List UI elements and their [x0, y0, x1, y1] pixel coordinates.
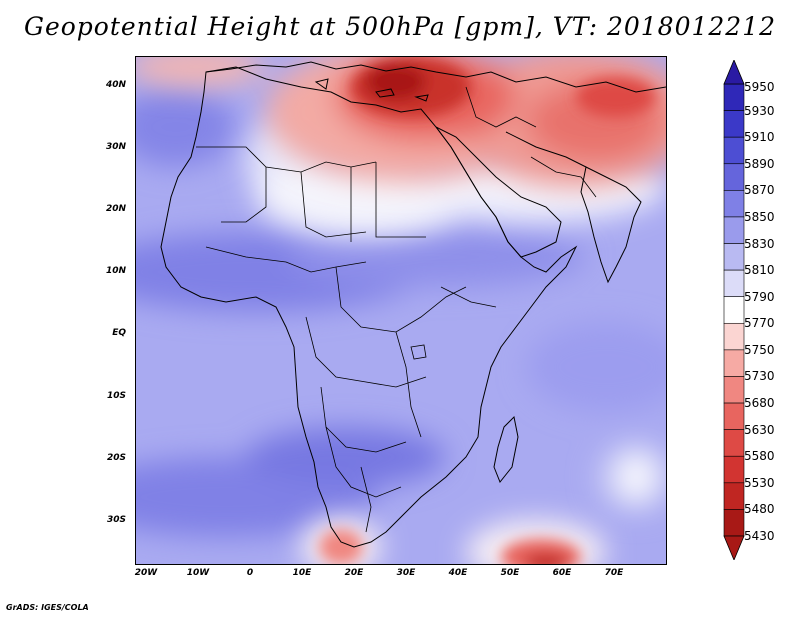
- border-central-2: [305, 316, 427, 388]
- coast-north: [205, 61, 666, 93]
- coastlines: [160, 61, 666, 548]
- map-plot: [135, 56, 667, 565]
- colorbar-cell: [723, 322, 745, 351]
- border-south-2: [325, 426, 402, 498]
- border-horn: [440, 286, 497, 308]
- colorbar-cell: [723, 429, 745, 457]
- colorbar-label: 5950: [744, 80, 775, 94]
- colorbar-cell: [723, 110, 745, 138]
- colorbar: [723, 60, 745, 560]
- colorbar-cell: [723, 243, 745, 271]
- country-borders: [196, 86, 597, 533]
- colorbar-cell: [723, 269, 745, 298]
- colorbar-cell: [723, 376, 745, 404]
- colorbar-label: 5930: [744, 103, 775, 118]
- border-sahel: [205, 246, 367, 273]
- colorbar-cell: [723, 216, 745, 244]
- lon-label-60e: 60E: [552, 568, 572, 578]
- coast-india: [580, 166, 642, 284]
- colorbar-label: 5530: [744, 475, 775, 490]
- border-levant: [465, 86, 537, 128]
- border-middle-east: [530, 156, 597, 198]
- colorbar-cells: [723, 83, 745, 537]
- colorbar-label: 5810: [744, 263, 775, 278]
- colorbar-label: 5850: [744, 209, 775, 224]
- lat-label-30s: 30S: [106, 515, 126, 525]
- colorbar-label: 5830: [744, 236, 775, 251]
- colorbar-label: 5870: [744, 183, 775, 198]
- lat-label-10n: 10N: [105, 266, 126, 276]
- colorbar-cell: [723, 509, 745, 537]
- chart-title: Geopotential Height at 500hPa [gpm], VT:…: [23, 12, 777, 41]
- map-canvas: [136, 57, 666, 564]
- border-n-africa-3: [300, 171, 367, 238]
- colorbar-cell: [723, 455, 745, 484]
- lake-victoria: [410, 344, 427, 360]
- colorbar-bottom-arrow: [723, 535, 745, 560]
- lon-label-50e: 50E: [500, 568, 520, 578]
- lon-label-10w: 10W: [186, 568, 210, 578]
- colorbar-cell: [723, 349, 745, 377]
- colorbar-cell: [723, 296, 745, 324]
- colorbar-label: 5630: [744, 422, 775, 437]
- lat-label-40n: 40N: [105, 80, 126, 90]
- border-east: [395, 331, 422, 438]
- credit-text: GrADS: IGES/COLA: [6, 603, 89, 612]
- colorbar-top-arrow: [723, 60, 745, 85]
- colorbar-label: 5430: [744, 529, 775, 543]
- lon-label-0: 0: [246, 568, 254, 578]
- colorbar-cell: [723, 482, 745, 510]
- lon-label-10e: 10E: [292, 568, 312, 578]
- lon-label-20w: 20W: [134, 568, 158, 578]
- lat-label-20s: 20S: [106, 453, 126, 463]
- colorbar-label: 5680: [744, 396, 775, 411]
- colorbar-label: 5480: [744, 502, 775, 517]
- colorbar-cell: [723, 190, 745, 218]
- border-south-1: [320, 386, 407, 453]
- coast-madagascar: [493, 415, 519, 483]
- border-south-3: [360, 466, 372, 533]
- lat-label-eq: EQ: [112, 328, 126, 338]
- lon-label-20e: 20E: [344, 568, 364, 578]
- colorbar-cell: [723, 402, 745, 430]
- colorbar-label: 5750: [744, 342, 775, 357]
- field-red-core: [319, 57, 656, 564]
- colorbar-label: 5730: [744, 369, 775, 384]
- colorbar-label: 5890: [744, 156, 775, 171]
- coast-island-3: [414, 94, 429, 102]
- lon-label-30e: 30E: [396, 568, 416, 578]
- lat-label-30n: 30N: [105, 142, 126, 152]
- colorbar-cell: [723, 163, 745, 191]
- coast-arabia: [435, 126, 562, 258]
- lat-label-20n: 20N: [105, 204, 126, 214]
- coast-gulf: [505, 131, 587, 168]
- colorbar-label: 5580: [744, 449, 775, 464]
- colorbar-cell: [723, 83, 745, 111]
- colorbar-cell: [723, 136, 745, 165]
- colorbar-label: 5770: [744, 316, 775, 331]
- lat-label-10s: 10S: [106, 391, 126, 401]
- coast-island-1: [314, 78, 329, 90]
- lon-label-70e: 70E: [604, 568, 624, 578]
- lon-label-40e: 40E: [448, 568, 468, 578]
- border-n-africa-2: [221, 167, 267, 223]
- colorbar-label: 5910: [744, 130, 775, 145]
- colorbar-label: 5790: [744, 289, 775, 304]
- coast-island-2: [375, 88, 395, 98]
- border-egypt-sudan: [375, 162, 426, 238]
